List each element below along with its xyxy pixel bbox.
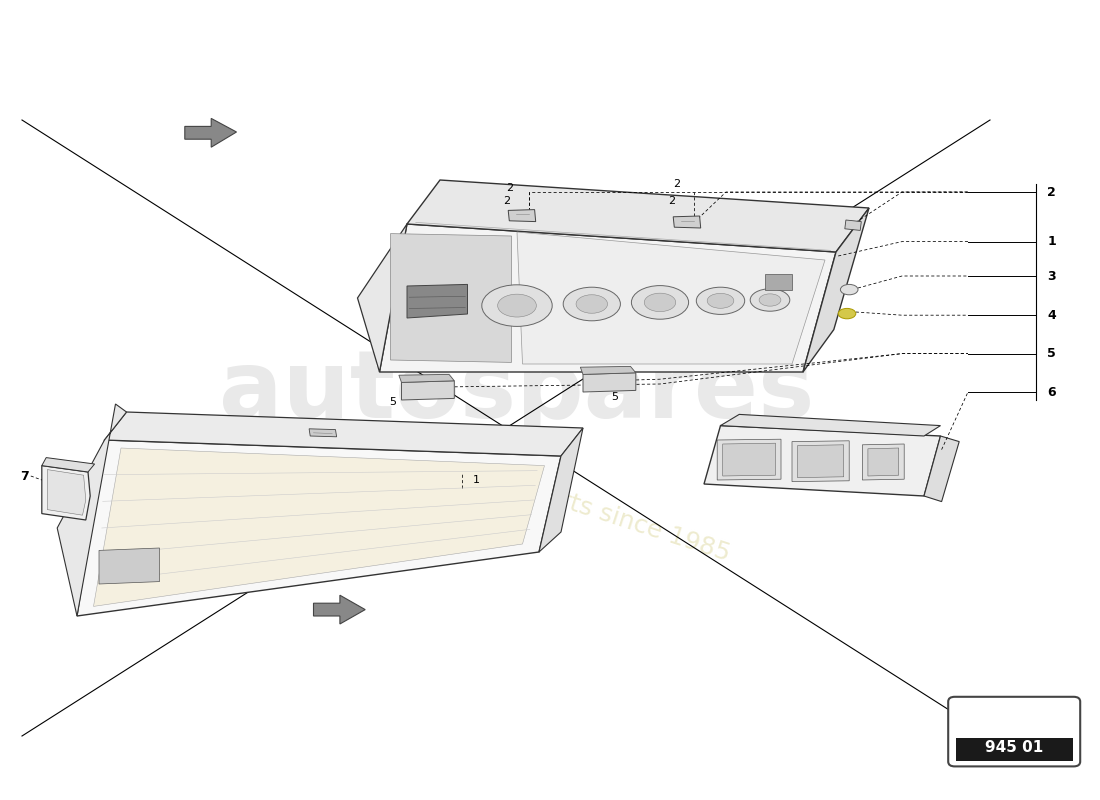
Polygon shape bbox=[185, 118, 236, 147]
Ellipse shape bbox=[497, 294, 537, 317]
Ellipse shape bbox=[563, 287, 620, 321]
Text: a passion for parts since 1985: a passion for parts since 1985 bbox=[366, 426, 734, 566]
Polygon shape bbox=[717, 439, 781, 480]
Polygon shape bbox=[764, 274, 792, 290]
Polygon shape bbox=[581, 366, 636, 374]
Polygon shape bbox=[798, 445, 844, 478]
Ellipse shape bbox=[631, 286, 689, 319]
Polygon shape bbox=[77, 440, 561, 616]
Ellipse shape bbox=[645, 293, 675, 312]
Text: 1: 1 bbox=[473, 475, 480, 485]
Polygon shape bbox=[407, 284, 468, 318]
Polygon shape bbox=[845, 220, 861, 230]
Polygon shape bbox=[104, 412, 583, 456]
Polygon shape bbox=[407, 180, 869, 252]
Text: 945 01: 945 01 bbox=[986, 741, 1043, 755]
Text: 2: 2 bbox=[507, 183, 514, 193]
Polygon shape bbox=[508, 210, 536, 222]
Polygon shape bbox=[704, 426, 940, 496]
Polygon shape bbox=[358, 224, 407, 372]
Polygon shape bbox=[673, 216, 701, 228]
Text: autospares: autospares bbox=[219, 346, 815, 438]
Text: 6: 6 bbox=[1047, 386, 1056, 398]
Polygon shape bbox=[862, 444, 904, 480]
Text: 2: 2 bbox=[669, 196, 675, 206]
Ellipse shape bbox=[838, 309, 856, 318]
Ellipse shape bbox=[707, 294, 734, 308]
Polygon shape bbox=[309, 429, 337, 437]
Polygon shape bbox=[723, 443, 776, 476]
Polygon shape bbox=[517, 232, 825, 364]
Ellipse shape bbox=[759, 294, 781, 306]
Polygon shape bbox=[314, 595, 365, 624]
Polygon shape bbox=[803, 208, 869, 372]
Polygon shape bbox=[99, 548, 160, 584]
Bar bbox=[956, 738, 1072, 761]
Text: 2: 2 bbox=[1047, 186, 1056, 198]
Text: 5: 5 bbox=[389, 397, 396, 406]
Text: 4: 4 bbox=[1047, 309, 1056, 322]
Ellipse shape bbox=[750, 289, 790, 311]
Polygon shape bbox=[94, 448, 544, 606]
Polygon shape bbox=[583, 373, 636, 392]
Polygon shape bbox=[379, 224, 836, 372]
FancyBboxPatch shape bbox=[948, 697, 1080, 766]
Polygon shape bbox=[399, 374, 454, 382]
Polygon shape bbox=[868, 448, 899, 476]
Ellipse shape bbox=[576, 294, 607, 314]
Text: 5: 5 bbox=[1047, 347, 1056, 360]
Polygon shape bbox=[924, 436, 959, 502]
Text: 2: 2 bbox=[673, 179, 680, 189]
Text: 3: 3 bbox=[1047, 270, 1056, 282]
Text: 1: 1 bbox=[1047, 235, 1056, 248]
Ellipse shape bbox=[696, 287, 745, 314]
Ellipse shape bbox=[840, 284, 858, 294]
Polygon shape bbox=[42, 466, 90, 520]
Text: 2: 2 bbox=[504, 196, 510, 206]
Polygon shape bbox=[390, 234, 512, 362]
Text: 5: 5 bbox=[612, 392, 618, 402]
Polygon shape bbox=[720, 414, 940, 436]
Polygon shape bbox=[57, 404, 126, 616]
Polygon shape bbox=[47, 470, 86, 515]
Ellipse shape bbox=[482, 285, 552, 326]
Polygon shape bbox=[42, 458, 95, 472]
Polygon shape bbox=[792, 441, 849, 482]
Polygon shape bbox=[539, 428, 583, 552]
Text: 7: 7 bbox=[20, 470, 29, 482]
Polygon shape bbox=[402, 381, 454, 400]
